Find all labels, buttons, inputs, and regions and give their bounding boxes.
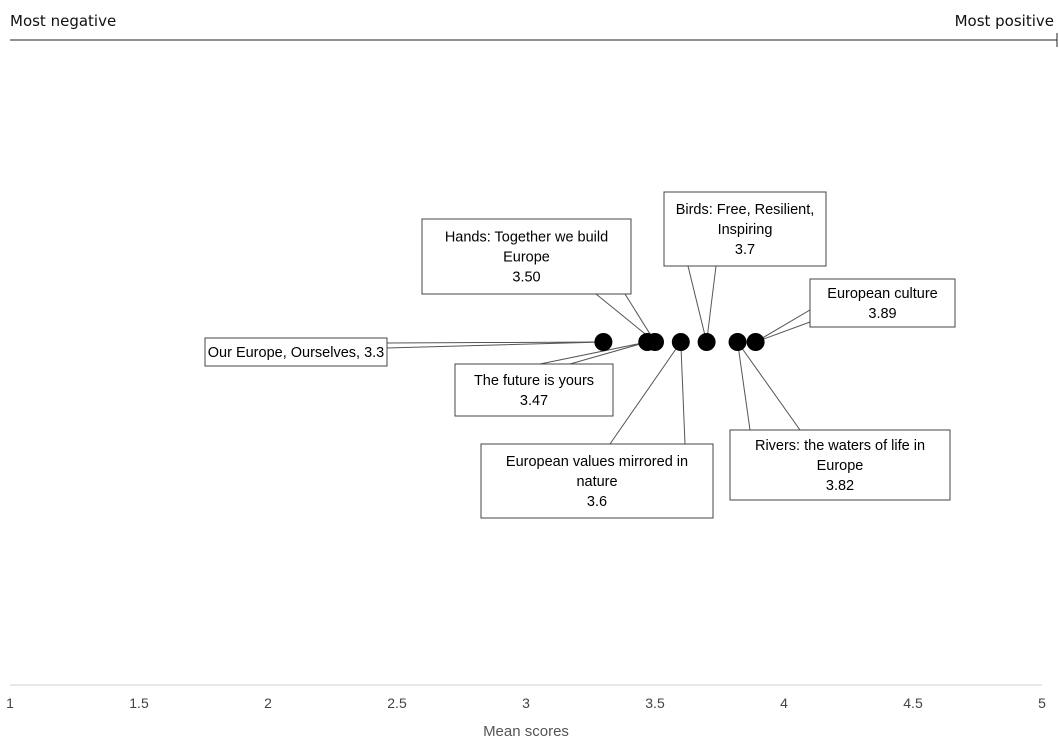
callout-box <box>480 443 714 519</box>
data-label: European values mirrored in <box>506 454 688 470</box>
data-point <box>671 333 690 351</box>
data-label: 3.7 <box>735 242 755 258</box>
data-label: Europe <box>817 458 864 474</box>
x-tick-label: 2.5 <box>387 695 407 711</box>
data-label: The future is yours <box>474 373 594 389</box>
data-label: 3.47 <box>520 393 548 409</box>
x-tick-label: 3 <box>522 695 530 711</box>
callout-box <box>729 429 951 501</box>
data-label: Inspiring <box>718 222 773 238</box>
callout-leader <box>737 341 801 431</box>
most-negative-label: Most negative <box>10 12 117 30</box>
callout-leader <box>386 341 604 349</box>
data-label: Europe <box>503 250 550 266</box>
data-label: nature <box>576 474 617 490</box>
callout-leader <box>609 340 686 445</box>
x-tick-label: 2 <box>264 695 272 711</box>
x-tick-label: 3.5 <box>645 695 665 711</box>
x-tick-label: 4.5 <box>903 695 923 711</box>
x-tick-label: 1.5 <box>129 695 149 711</box>
callout-box <box>454 363 614 417</box>
data-label: Hands: Together we build <box>445 230 608 246</box>
callout-leader <box>539 341 648 365</box>
callout-box <box>663 191 827 267</box>
x-axis-ticks: 1 1.5 2 2.5 3 3.5 4 4.5 5 <box>6 695 1046 711</box>
callout-leader <box>755 309 811 343</box>
data-point <box>746 333 765 351</box>
x-tick-label: 4 <box>780 695 788 711</box>
data-label: 3.89 <box>868 306 896 322</box>
x-axis-title: Mean scores <box>483 723 569 738</box>
data-label: 3.6 <box>587 494 607 510</box>
x-tick-label: 5 <box>1038 695 1046 711</box>
data-label: 3.82 <box>826 478 854 494</box>
callout-box <box>421 218 632 295</box>
callouts: Our Europe, Ourselves, 3.3 The future is … <box>204 191 956 519</box>
data-point <box>594 333 613 351</box>
most-positive-label: Most positive <box>954 12 1054 30</box>
data-point <box>728 333 747 351</box>
data-label: Our Europe, Ourselves, 3.3 <box>208 345 385 361</box>
data-label: European culture <box>827 286 937 302</box>
data-point <box>697 333 716 351</box>
callout-box <box>809 278 956 328</box>
data-points <box>594 333 765 351</box>
data-label: Birds: Free, Resilient, <box>676 202 815 218</box>
callout-leader <box>687 265 717 343</box>
x-tick-label: 1 <box>6 695 14 711</box>
data-label: Rivers: the waters of life in <box>755 438 925 454</box>
data-point <box>646 333 664 351</box>
callout-box <box>204 337 388 367</box>
data-label: 3.50 <box>512 270 540 286</box>
